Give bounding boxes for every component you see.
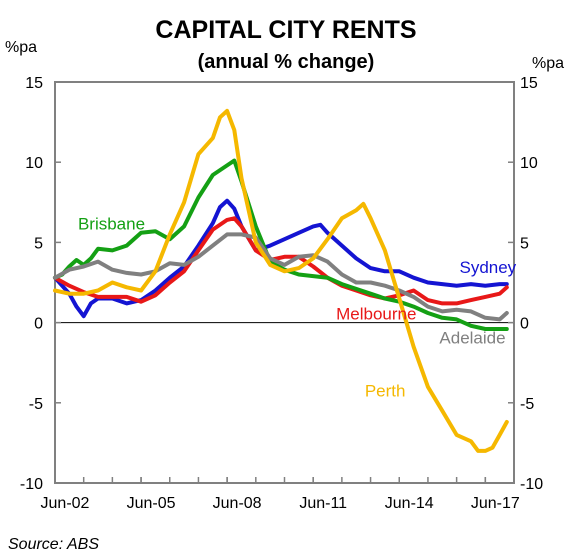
- y-axis-label-left: %pa: [5, 39, 37, 56]
- y-tick-label-right: 5: [520, 235, 529, 252]
- y-tick-label-left: -10: [20, 476, 43, 493]
- y-tick-label-left: 5: [34, 235, 43, 252]
- y-axis-label-right: %pa: [532, 55, 564, 72]
- y-tick-label-right: 15: [520, 75, 538, 92]
- y-tick-label-right: -10: [520, 476, 543, 493]
- y-tick-label-right: 0: [520, 316, 529, 333]
- y-tick-label-left: 15: [25, 75, 43, 92]
- x-tick-label: Jun-05: [127, 495, 176, 512]
- series-lines: [53, 108, 509, 453]
- y-tick-label-left: 10: [25, 155, 43, 172]
- y-tick-label-left: -5: [29, 396, 43, 413]
- x-tick-label: Jun-08: [213, 495, 262, 512]
- series-label-melbourne: Melbourne: [336, 304, 416, 323]
- series-label-sydney: Sydney: [459, 258, 516, 277]
- y-tick-label-left: 0: [34, 316, 43, 333]
- series-line-adelaide: [53, 232, 509, 322]
- series-line-perth: [53, 108, 509, 453]
- x-tick-label: Jun-14: [385, 495, 434, 512]
- x-tick-label: Jun-11: [299, 495, 347, 512]
- y-tick-label-right: -5: [520, 396, 534, 413]
- chart-title: CAPITAL CITY RENTS: [155, 16, 416, 44]
- x-tick-label: Jun-17: [471, 495, 520, 512]
- y-tick-label-right: 10: [520, 155, 538, 172]
- series-label-perth: Perth: [365, 381, 406, 400]
- source-note: Source: ABS: [8, 536, 99, 553]
- x-tick-label: Jun-02: [41, 495, 90, 512]
- series-label-brisbane: Brisbane: [78, 215, 145, 234]
- series-line-melbourne: [53, 216, 509, 306]
- series-label-adelaide: Adelaide: [439, 328, 505, 347]
- series-line-brisbane: [53, 158, 509, 331]
- axis-ticks: 15 15 10 10 5 5 0 0 -5 -5 -10 -10 Jun-02 Jun-05 Jun-08…: [20, 75, 543, 512]
- series-labels: Sydney Melbourne Brisbane Adelaide Perth: [78, 215, 517, 401]
- chart-subtitle: (annual % change): [198, 51, 375, 73]
